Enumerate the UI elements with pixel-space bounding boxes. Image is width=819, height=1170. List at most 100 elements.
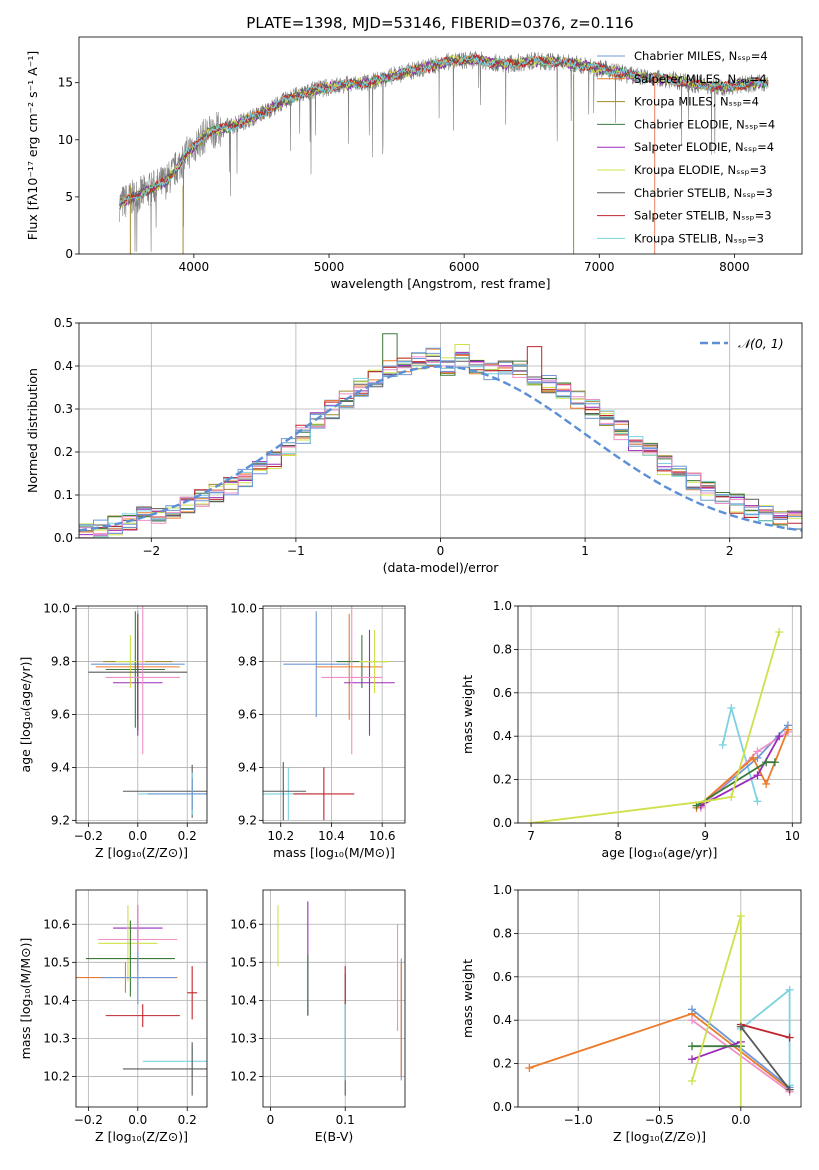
weights-vs-age-ytick-label: 1.0 <box>493 599 512 613</box>
mass-vs-Z-ytick-label: 10.5 <box>43 955 70 969</box>
weights-vs-Z-ytick-label: 0.8 <box>493 926 512 940</box>
weights-vs-age-xtick-label: 10 <box>785 829 800 843</box>
mass-vs-ebv-ytick-label: 10.4 <box>230 993 257 1007</box>
weights-vs-age-ytick-label: 0.6 <box>493 686 512 700</box>
residuals-xtick-label: 2 <box>726 544 734 558</box>
age-vs-Z-frame <box>75 605 208 824</box>
residuals-ytick-label: 0.5 <box>54 316 73 330</box>
mass-vs-ebv-ytick-label: 10.5 <box>230 955 257 969</box>
residuals-legend: 𝒩(0, 1) <box>700 336 784 351</box>
weights-vs-Z-ytick-label: 0.6 <box>493 970 512 984</box>
spectrum-ytick-label: 10 <box>58 133 73 147</box>
weight-marker <box>736 1103 745 1107</box>
figure-title: PLATE=1398, MJD=53146, FIBERID=0376, z=0… <box>246 14 633 32</box>
errorbar-point <box>105 611 165 728</box>
errorbar-point <box>105 606 180 755</box>
weights-vs-age-xtick-label: 9 <box>701 829 709 843</box>
spectrum-ytick-label: 0 <box>65 247 73 261</box>
residuals-xtick-label: 1 <box>581 544 589 558</box>
weight-series-line <box>740 1023 790 1039</box>
residuals-ytick-label: 0.0 <box>54 531 73 545</box>
age-vs-Z-xtick-label: 0.0 <box>128 829 147 843</box>
weight-marker <box>736 912 745 921</box>
errorbar-point <box>105 1004 180 1028</box>
mass-vs-ebv-xlabel: E(B-V) <box>315 1129 354 1144</box>
age-vs-Z-xtick-label: 0.2 <box>178 829 197 843</box>
mass-vs-Z-ytick-label: 10.6 <box>43 917 70 931</box>
weights-vs-age-frame <box>517 605 802 824</box>
errorbar-point <box>316 613 383 720</box>
mass-vs-Z-frame <box>75 889 208 1108</box>
age-vs-Z-ytick-label: 9.8 <box>51 655 70 669</box>
weight-marker <box>785 1033 794 1042</box>
mass-vs-ebv-ytick-label: 10.6 <box>230 917 257 931</box>
spectrum-xlabel: wavelength [Angstrom, rest frame] <box>330 276 550 291</box>
age-vs-mass-ytick-label: 9.2 <box>238 813 257 827</box>
errorbar-point <box>88 613 188 731</box>
errorbar-point <box>147 778 207 810</box>
spectrum-xtick-label: 5000 <box>314 260 345 274</box>
errorbar-point <box>100 950 175 1005</box>
weights-vs-Z-ylabel: mass weight <box>460 959 475 1038</box>
weights-vs-Z-xlabel: Z [log₁₀(Z/Z⊙)] <box>613 1129 706 1144</box>
spectrum-ytick-label: 5 <box>65 190 73 204</box>
weight-marker <box>688 1005 697 1014</box>
normal-curve <box>79 365 802 532</box>
weights-vs-age-chart: 7 8 9 10 0.0 0.2 0.4 0.6 0.8 1.0 age [log₁₀(age/yr… <box>460 599 802 860</box>
legend-label: Salpeter ELODIE, Nₛₛₚ=4 <box>634 140 774 154</box>
mass-vs-ebv-ytick-label: 10.3 <box>230 1031 257 1045</box>
weight-marker <box>785 1085 794 1094</box>
age-vs-Z-chart: −0.2 0.0 0.2 9.2 9.4 9.6 9.8 10.0 Z [log₁₀(Z/Z⊙)… <box>18 602 208 860</box>
age-vs-Z-plot-area <box>88 606 207 818</box>
errorbar-point <box>359 629 390 694</box>
mass-vs-ebv-xtick-label: 0.1 <box>336 1113 355 1127</box>
residuals-ytick-label: 0.4 <box>54 359 73 373</box>
mass-vs-Z-xlabel: Z [log₁₀(Z/Z⊙)] <box>95 1129 188 1144</box>
residuals-ytick-label: 0.2 <box>54 445 73 459</box>
mass-vs-Z-plot-area <box>76 905 207 1096</box>
residuals-xtick-label: −2 <box>142 544 160 558</box>
age-vs-mass-xtick-label: 10.6 <box>369 829 396 843</box>
mass-vs-Z-ytick-label: 10.2 <box>43 1070 70 1084</box>
age-vs-mass-chart: 10.2 10.4 10.6 9.2 9.4 9.6 9.8 10.0 mass [log₁₀(… <box>230 602 406 860</box>
spectrum-ylabel: Flux [fλ10⁻¹⁷ erg cm⁻² s⁻¹ A⁻¹] <box>25 51 40 240</box>
mass-vs-Z-chart: −0.2 0.0 0.2 10.2 10.3 10.4 10.5 10.6 Z [log₁₀(Z… <box>18 889 208 1144</box>
spectrum-legend: Chabrier MILES, Nₛₛₚ=4 Salpeter MILES, Nₛ… <box>597 49 775 245</box>
spectrum-plot-area <box>119 50 769 254</box>
spectrum-model-line <box>119 54 769 204</box>
residuals-ytick-label: 0.3 <box>54 402 73 416</box>
weight-marker <box>753 771 762 780</box>
weight-marker <box>753 747 762 756</box>
weight-marker <box>727 792 736 801</box>
weights-vs-age-ytick-label: 0.2 <box>493 773 512 787</box>
weights-vs-age-ytick-label: 0.0 <box>493 816 512 830</box>
age-vs-Z-ytick-label: 9.2 <box>51 813 70 827</box>
legend-label: 𝒩(0, 1) <box>738 336 784 351</box>
weight-marker <box>688 1076 697 1085</box>
weight-marker <box>727 703 736 712</box>
legend-label: Salpeter STELIB, Nₛₛₚ=3 <box>634 209 772 223</box>
weights-vs-age-ytick-label: 0.4 <box>493 729 512 743</box>
weight-marker <box>775 732 784 741</box>
weights-vs-Z-chart: −1.0 −0.5 0.0 0.0 0.2 0.4 0.6 0.8 1.0 Z [log₁₀(Z/… <box>460 883 802 1144</box>
weights-vs-Z-ytick-label: 0.4 <box>493 1013 512 1027</box>
weights-vs-Z-frame <box>517 889 802 1108</box>
weights-vs-age-xtick-label: 8 <box>614 829 622 843</box>
spectrum-xtick-label: 4000 <box>179 260 210 274</box>
weight-marker <box>718 740 727 749</box>
errorbar-point <box>122 1042 207 1096</box>
weight-marker <box>762 779 771 788</box>
weights-vs-Z-xtick-label: −0.5 <box>645 1113 674 1127</box>
weights-vs-age-ylabel: mass weight <box>460 675 475 754</box>
spectrum-xtick-label: 8000 <box>719 260 750 274</box>
errorbar-point <box>115 635 146 689</box>
weight-marker <box>783 725 792 734</box>
residuals-xtick-label: 0 <box>437 544 445 558</box>
errorbar-point <box>283 611 350 718</box>
age-vs-mass-xlabel: mass [log₁₀(M/M⊙)] <box>273 845 395 860</box>
weight-marker <box>785 985 794 994</box>
residuals-frame <box>78 322 803 539</box>
age-vs-Z-xlabel: Z [log₁₀(Z/Z⊙)] <box>95 845 188 860</box>
age-vs-mass-ytick-label: 9.8 <box>238 655 257 669</box>
weight-marker <box>753 797 762 806</box>
